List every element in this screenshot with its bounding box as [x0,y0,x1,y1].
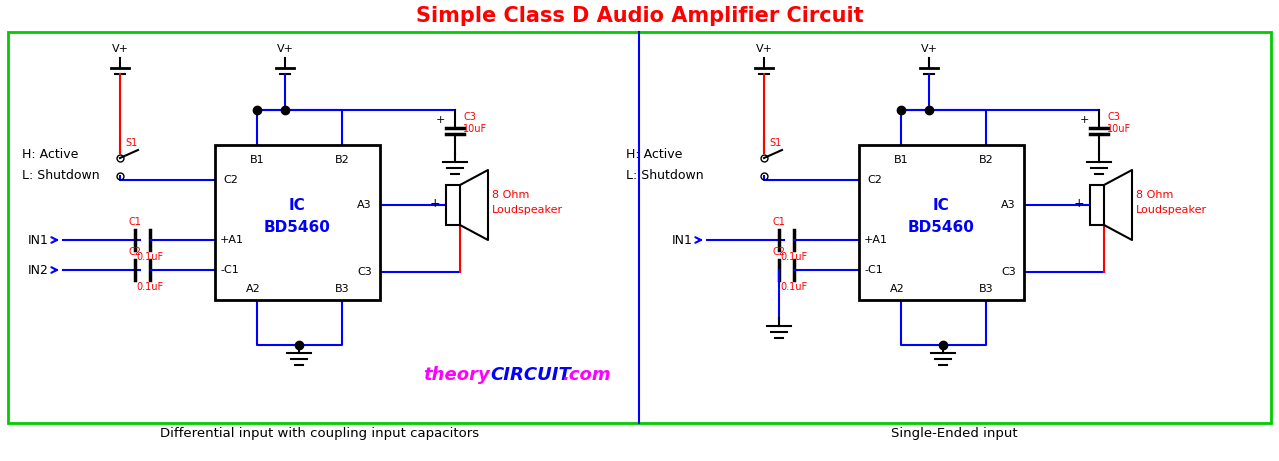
Text: V+: V+ [111,44,128,54]
Text: theory: theory [423,366,490,384]
Text: V+: V+ [276,44,293,54]
Text: 10uF: 10uF [1108,124,1131,134]
Text: S1: S1 [125,138,137,148]
Text: A2: A2 [890,284,904,294]
Text: +A1: +A1 [220,235,244,245]
Text: +: + [430,196,440,209]
Text: BD5460: BD5460 [263,219,331,235]
Text: B3: B3 [335,284,349,294]
Text: C3: C3 [1001,267,1016,277]
Text: -C1: -C1 [220,265,239,275]
Text: Loudspeaker: Loudspeaker [492,205,563,215]
Text: C3: C3 [463,112,476,122]
Text: .com: .com [561,366,610,384]
Text: C2: C2 [867,175,883,185]
Text: B3: B3 [978,284,994,294]
Text: Single-Ended input: Single-Ended input [890,426,1017,439]
Bar [859,145,1024,300]
Text: -C1: -C1 [865,265,883,275]
Text: A2: A2 [246,284,261,294]
Text: IN1: IN1 [671,234,693,247]
Text: Differential input with coupling input capacitors: Differential input with coupling input c… [160,426,480,439]
Text: C2: C2 [128,247,142,257]
Text: 8 Ohm: 8 Ohm [1136,190,1173,200]
Text: B2: B2 [335,155,349,165]
Text: 0.1uF: 0.1uF [137,252,164,262]
Text: A3: A3 [357,200,372,210]
Text: C1: C1 [773,217,785,227]
Text: 0.1uF: 0.1uF [780,282,807,292]
Text: V+: V+ [756,44,773,54]
Text: +A1: +A1 [865,235,888,245]
Text: IC: IC [934,197,950,213]
Text: BD5460: BD5460 [908,219,975,235]
Text: 0.1uF: 0.1uF [780,252,807,262]
Text: C1: C1 [129,217,142,227]
Bar [215,145,380,300]
Text: L: Shutdown: L: Shutdown [625,169,703,182]
Text: C2: C2 [773,247,785,257]
Text: C2: C2 [223,175,238,185]
Text: L: Shutdown: L: Shutdown [22,169,100,182]
Text: CIRCUIT: CIRCUIT [490,366,570,384]
Text: 8 Ohm: 8 Ohm [492,190,530,200]
Text: 10uF: 10uF [463,124,487,134]
Text: IC: IC [289,197,306,213]
Text: IN1: IN1 [28,234,49,247]
Text: A3: A3 [1001,200,1016,210]
Text: B2: B2 [978,155,994,165]
Bar [446,185,460,225]
Text: B1: B1 [894,155,908,165]
Text: C3: C3 [1108,112,1120,122]
Text: Loudspeaker: Loudspeaker [1136,205,1207,215]
Bar [1090,185,1104,225]
Bar [8,32,1271,423]
Text: IN2: IN2 [28,264,49,277]
Text: S1: S1 [769,138,781,148]
Text: V+: V+ [921,44,938,54]
Text: +: + [1073,196,1085,209]
Text: Simple Class D Audio Amplifier Circuit: Simple Class D Audio Amplifier Circuit [416,6,863,26]
Text: H: Active: H: Active [22,148,78,160]
Text: C3: C3 [357,267,372,277]
Text: B1: B1 [249,155,265,165]
Text: +: + [1079,115,1088,125]
Text: +: + [436,115,445,125]
Text: H: Active: H: Active [625,148,683,160]
Text: 0.1uF: 0.1uF [137,282,164,292]
